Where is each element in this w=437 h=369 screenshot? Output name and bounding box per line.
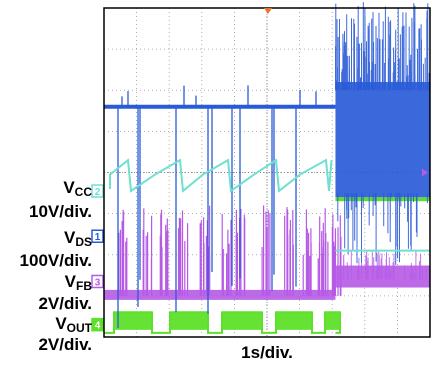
- vfb-trace-band: [104, 289, 336, 300]
- vout-scale: 2V/div.: [38, 335, 92, 354]
- vds-trace-burst-block: [335, 82, 430, 198]
- vout-trace-fill: [325, 311, 340, 330]
- vout-trace-fill: [170, 311, 208, 330]
- channel-marker-1: [91, 229, 104, 243]
- traces: [104, 2, 430, 334]
- vcc-label: VCC: [63, 178, 92, 199]
- vfb-scale: 2V/div.: [38, 294, 92, 313]
- vds-trace-spikes: [117, 85, 317, 329]
- vcc-scale: 10V/div.: [29, 202, 92, 221]
- x-axis-label: 1s/div.: [241, 343, 293, 362]
- vout-trace-fill: [276, 311, 312, 330]
- right-edge-marker: [422, 168, 428, 177]
- channel-marker-label-1: 1: [95, 232, 101, 243]
- vout-label: VOUT: [55, 314, 92, 335]
- vout-trace-fill: [114, 311, 152, 330]
- vcc-trace: [109, 158, 333, 193]
- vds-scale: 100V/div.: [19, 251, 92, 270]
- vfb-trace-burst: [335, 250, 427, 281]
- channel-markers: 1 2 3 4: [91, 168, 428, 332]
- vds-label: VDS: [63, 228, 92, 249]
- vds-trace-burst-spikes: [335, 2, 430, 265]
- channel-marker-3: [91, 274, 104, 289]
- channel-marker-2: [91, 184, 104, 198]
- trigger-marker: [264, 8, 272, 14]
- channel-marker-label-4: 4: [95, 321, 101, 332]
- channel-marker-label-2: 2: [95, 187, 101, 198]
- vout-trace-right: [335, 197, 430, 202]
- channel-marker-label-3: 3: [95, 277, 101, 288]
- vfb-trace-pulses: [118, 205, 342, 296]
- channel-marker-4: [91, 317, 104, 332]
- vout-trace-fill: [222, 311, 262, 330]
- vfb-label: VFB: [64, 272, 92, 293]
